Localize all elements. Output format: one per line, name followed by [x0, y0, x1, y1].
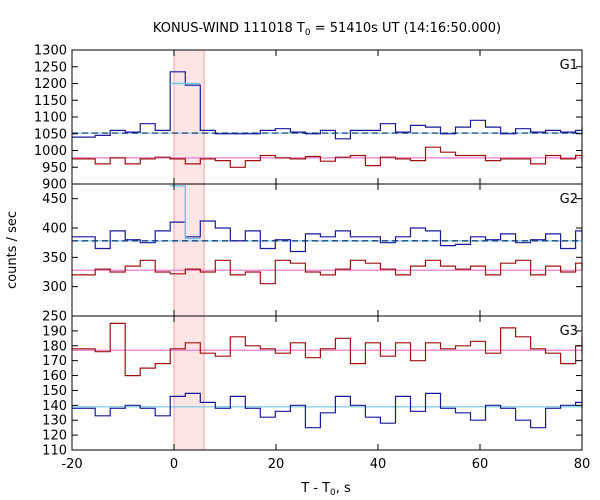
- x-axis-label-rest: , s: [336, 481, 351, 496]
- burst-interval-shade: [174, 50, 205, 450]
- lower-series-line: [72, 146, 583, 168]
- y-tick-label: 1250: [34, 60, 67, 75]
- x-tick-label: 40: [370, 457, 387, 472]
- y-tick-label: 1300: [34, 44, 67, 59]
- panel-label: G3: [560, 324, 578, 339]
- upper-series-line: [72, 71, 583, 140]
- y-tick-label: 250: [42, 310, 67, 325]
- x-tick-label: 20: [268, 457, 285, 472]
- y-tick-label: 1150: [34, 94, 67, 109]
- y-tick-label: 450: [42, 192, 67, 207]
- panel-frame: [71, 183, 583, 317]
- x-tick-label: 80: [574, 457, 591, 472]
- panel-label: G2: [560, 192, 578, 207]
- upper-series-line: [72, 220, 583, 253]
- y-tick-label: 130: [42, 414, 67, 429]
- plot-area: 9009501000105011001150120012501300G12503…: [34, 44, 590, 473]
- lower-series-line: [72, 390, 583, 429]
- lower-series-line: [72, 259, 583, 285]
- y-tick-label: 140: [42, 399, 67, 414]
- x-axis-label-subscript: 0: [330, 488, 336, 498]
- y-tick-label: 1050: [34, 127, 67, 142]
- upper-series-line: [72, 322, 583, 377]
- x-tick-label: 0: [170, 457, 178, 472]
- panel-g2: 250 300 350 400 450 G2: [42, 183, 583, 325]
- y-tick-label: 1000: [34, 144, 67, 159]
- y-tick-label: 900: [42, 178, 67, 193]
- y-tick-label: 950: [42, 161, 67, 176]
- panel-frame: [71, 49, 583, 185]
- panel-frame: [71, 315, 583, 451]
- burst-series-line: [170, 185, 201, 240]
- y-tick-label: 1100: [34, 111, 67, 126]
- chart-title: KONUS-WIND 111018 T0 = 51410s UT (14:16:…: [153, 21, 501, 38]
- y-tick-label: 120: [42, 429, 67, 444]
- y-tick-label: 150: [42, 384, 67, 399]
- x-tick-label: -20: [61, 457, 82, 472]
- chart-title-subscript: 0: [305, 28, 311, 38]
- y-tick-label: 160: [42, 369, 67, 384]
- y-tick-label: 300: [42, 280, 67, 295]
- y-tick-label: 190: [42, 324, 67, 339]
- chart-title-main: KONUS-WIND 111018 T: [153, 21, 305, 36]
- y-tick-label: 180: [42, 339, 67, 354]
- x-tick-label: 60: [472, 457, 489, 472]
- y-tick-label: 170: [42, 354, 67, 369]
- y-tick-label: 400: [42, 222, 67, 237]
- y-tick-label: 110: [42, 444, 67, 459]
- chart-title-rest: = 51410s UT (14:16:50.000): [311, 21, 501, 36]
- y-tick-label: 1200: [34, 77, 67, 92]
- x-axis-label: T - T0, s: [300, 481, 351, 498]
- y-axis-label: counts / sec: [5, 211, 20, 289]
- x-axis-label-main: T - T: [300, 481, 330, 496]
- panel-label: G1: [560, 58, 578, 73]
- y-tick-label: 350: [42, 251, 67, 266]
